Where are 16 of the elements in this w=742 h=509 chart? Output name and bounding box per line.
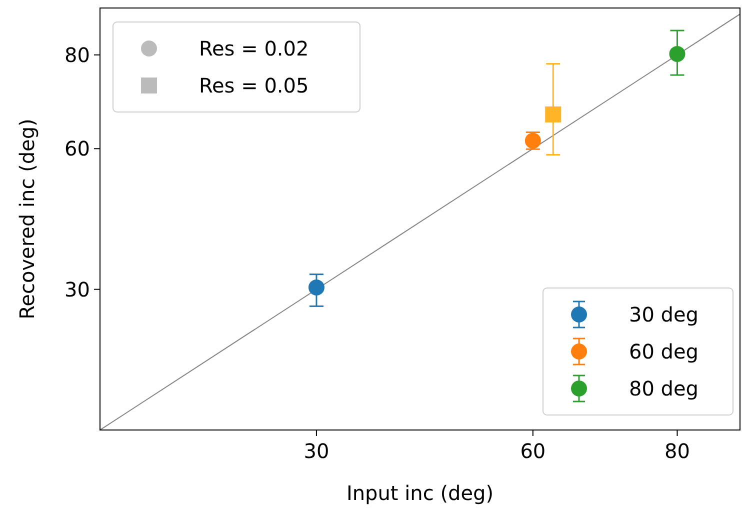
y-tick-label: 80 [64, 42, 90, 67]
legend-label: Res = 0.05 [199, 74, 309, 98]
y-tick-label: 60 [64, 136, 90, 161]
y-tick-label: 30 [64, 277, 90, 302]
point [308, 279, 324, 296]
x-tick-label: 60 [520, 439, 546, 463]
y-axis-title: Recovered inc (deg) [15, 118, 39, 320]
point [669, 46, 686, 62]
legend-label: 30 deg [629, 302, 699, 326]
x-tick-label: 80 [664, 439, 690, 463]
legend-label: Res = 0.02 [199, 36, 309, 60]
x-tick-label: 30 [304, 439, 330, 463]
x-axis-title: Input inc (deg) [346, 481, 494, 505]
legend-label: 80 deg [629, 376, 699, 400]
point [545, 106, 562, 122]
legend-label: 60 deg [629, 340, 699, 364]
